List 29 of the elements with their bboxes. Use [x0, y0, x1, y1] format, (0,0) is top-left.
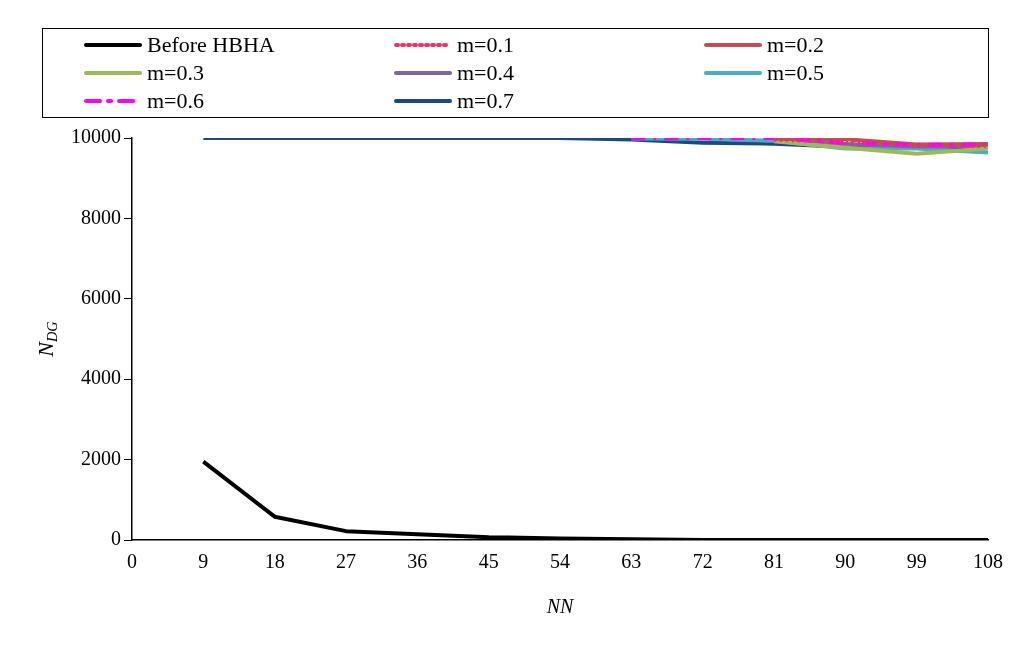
- y-tick-label: 4000: [81, 366, 121, 389]
- y-tick-label: 8000: [81, 205, 121, 228]
- x-tick-label: 81: [764, 550, 784, 573]
- legend-label: m=0.3: [147, 59, 205, 87]
- x-tick-label: 45: [478, 550, 499, 573]
- x-tick-label: 36: [407, 550, 428, 573]
- x-tick-label: 18: [264, 550, 285, 573]
- legend-label: m=0.1: [457, 31, 515, 59]
- x-tick-label: 54: [550, 550, 570, 573]
- x-tick-label: 72: [692, 550, 713, 573]
- legend-label: m=0.6: [147, 87, 205, 115]
- x-tick-label: 99: [906, 550, 927, 573]
- x-axis-title: NN: [545, 595, 575, 618]
- legend-label: Before HBHA: [147, 31, 275, 59]
- legend-label: m=0.4: [457, 59, 515, 87]
- legend-label: m=0.2: [767, 31, 825, 59]
- x-tick-label: 27: [336, 550, 356, 573]
- x-tick-label: 63: [621, 550, 642, 573]
- legend-label: m=0.5: [767, 59, 825, 87]
- x-tick-label: 90: [835, 550, 856, 573]
- y-tick-label: 2000: [81, 446, 121, 469]
- y-tick-label: 10000: [71, 125, 121, 148]
- y-tick-label: 0: [111, 527, 121, 550]
- y-axis-title: NDG: [32, 320, 61, 358]
- legend-label: m=0.7: [457, 87, 515, 115]
- x-tick-label: 0: [127, 550, 137, 573]
- x-tick-label: 9: [198, 550, 209, 573]
- x-tick-label: 108: [973, 550, 1003, 573]
- y-tick-label: 6000: [81, 286, 121, 309]
